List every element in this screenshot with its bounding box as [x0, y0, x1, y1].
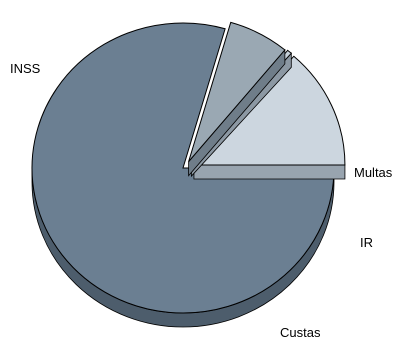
- slice-inss: [31, 22, 335, 314]
- slice-label-inss: INSS: [10, 61, 41, 76]
- slice-multas: [192, 55, 346, 166]
- pie-labels: INSS Custas IR Multas: [10, 61, 393, 340]
- slice-label-multas: Multas: [354, 165, 393, 180]
- slice-edge-multas: [193, 164, 346, 180]
- pie-slices: [31, 21, 346, 328]
- slice-label-custas: Custas: [280, 325, 321, 340]
- slice-label-ir: IR: [360, 235, 373, 250]
- slice-custas: [188, 21, 286, 162]
